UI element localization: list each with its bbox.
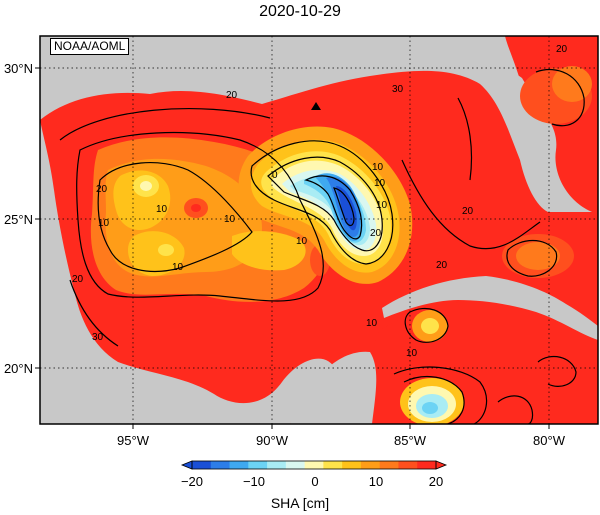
- cuba-land: [382, 276, 598, 340]
- x-tick-label: 90°W: [256, 433, 289, 448]
- colorbar-tick-label: 20: [429, 474, 443, 489]
- contour-label: 20: [370, 228, 382, 239]
- contour-10-cuba: [404, 307, 449, 343]
- contour-20-northeast: [535, 68, 585, 127]
- contour-label: 30: [392, 84, 404, 95]
- contour-label: 10: [406, 348, 418, 359]
- contour-label: 10: [156, 204, 168, 215]
- y-tick-label: 20°N: [4, 361, 33, 376]
- colorbar-max-arrow: [435, 460, 448, 470]
- contour-eddy-0: [267, 156, 383, 252]
- contour-10-caribbean: [403, 375, 465, 424]
- y-tick-label: 30°N: [4, 61, 33, 76]
- colorbar-segment: [398, 461, 418, 469]
- contour-label: 20: [436, 260, 448, 271]
- colorbar-segment: [417, 461, 437, 469]
- contour-20-east: [401, 159, 541, 250]
- contour-eddy-neg10: [304, 175, 363, 240]
- colorbar-segment: [379, 461, 399, 469]
- colorbar-segment: [342, 461, 362, 469]
- map-title: 2020-10-29: [259, 3, 341, 20]
- contour-label: 0: [272, 170, 278, 181]
- y-tick-label: 25°N: [4, 212, 33, 227]
- colorbar-label: SHA [cm]: [270, 495, 330, 511]
- contour-30-southwest: [69, 279, 119, 347]
- florida-land: [492, 71, 556, 205]
- colorbar-segment: [267, 461, 287, 469]
- colorbar-segment: [210, 461, 230, 469]
- colorbar-tick-label: 0: [311, 474, 318, 489]
- contour-label: 20: [462, 206, 474, 217]
- contour-20-caribbean: [393, 366, 488, 424]
- colorbar-tick-label: −20: [181, 474, 203, 489]
- contour-10-north: [457, 97, 473, 181]
- contour-label: 10: [376, 200, 388, 211]
- contour-20-southeast: [497, 395, 534, 424]
- contour-label: 10: [374, 178, 386, 189]
- colorbar-frame: [191, 460, 437, 470]
- contour-10-south: [537, 355, 577, 387]
- contour-20-west: [76, 131, 324, 302]
- contour-30-west: [59, 107, 271, 141]
- colorbar-segment: [304, 461, 324, 469]
- colorbar-segment: [192, 461, 212, 469]
- map-frame: [39, 35, 599, 425]
- contour-10-west: [97, 161, 253, 273]
- contour-label: 10: [224, 214, 236, 225]
- contour-label: 20: [72, 274, 84, 285]
- colorbar: [180, 460, 448, 470]
- colorbar-segment: [323, 461, 343, 469]
- colorbar-segment: [248, 461, 268, 469]
- contour-label: 10: [372, 162, 384, 173]
- contour-label: 30: [92, 332, 104, 343]
- contour-label: 20: [96, 184, 108, 195]
- colorbar-segment: [229, 461, 249, 469]
- contour-label: 10: [296, 236, 308, 247]
- contour-eddy-10: [250, 140, 394, 265]
- colorbar-tick-label: −10: [243, 474, 265, 489]
- x-tick-label: 80°W: [533, 433, 566, 448]
- colorbar-tick-label: 10: [369, 474, 383, 489]
- x-tick-label: 85°W: [394, 433, 427, 448]
- colorbar-segment: [285, 461, 306, 469]
- contour-10-east: [506, 239, 558, 277]
- colorbar-min-arrow: [180, 460, 193, 470]
- yucatan-land: [290, 351, 377, 424]
- contour-eddy-neg20: [333, 187, 355, 227]
- colorbar-segment: [360, 461, 381, 469]
- x-tick-label: 95°W: [117, 433, 150, 448]
- contour-label: 20: [226, 90, 238, 101]
- contour-label: 20: [556, 44, 568, 55]
- contour-label: 10: [98, 218, 110, 229]
- credit-label: NOAA/AOML: [50, 38, 130, 55]
- platform-triangle-icon: [311, 102, 321, 110]
- contour-label: 10: [366, 318, 378, 329]
- contour-label: 10: [172, 262, 184, 273]
